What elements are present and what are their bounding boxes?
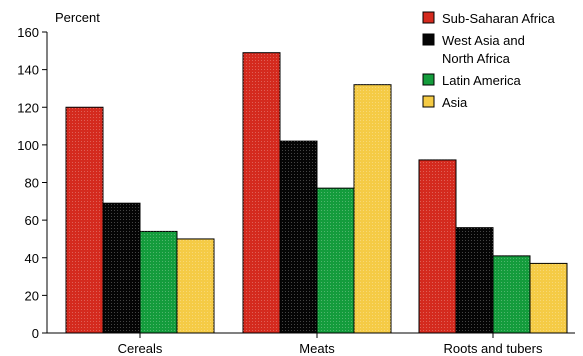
legend-label: West Asia and <box>442 33 525 48</box>
y-axis-label: Percent <box>55 10 100 25</box>
legend-label: Asia <box>442 95 468 110</box>
bar-texture <box>354 84 391 333</box>
y-tick-label: 0 <box>32 326 39 341</box>
bar-texture <box>419 159 456 333</box>
bar-texture <box>66 107 103 333</box>
y-tick-label: 140 <box>17 63 39 78</box>
axes: 0 20 40 60 80 100 120 140 160 <box>17 25 575 341</box>
y-tick-label: 120 <box>17 100 39 115</box>
y-tick-label: 160 <box>17 25 39 40</box>
y-tick-label: 80 <box>25 176 39 191</box>
bar-texture <box>140 231 177 333</box>
bar-texture <box>103 203 140 333</box>
bars <box>65 52 568 334</box>
y-tick-label: 100 <box>17 138 39 153</box>
y-tick-label: 20 <box>25 288 39 303</box>
legend-swatch <box>422 95 435 108</box>
y-tick-label: 40 <box>25 251 39 266</box>
legend-label: Sub-Saharan Africa <box>442 11 556 26</box>
legend: Sub-Saharan Africa West Asia and North Afr… <box>422 11 556 110</box>
legend-swatch <box>422 33 435 46</box>
y-tick-label: 60 <box>25 213 39 228</box>
legend-label: North Africa <box>442 51 511 66</box>
x-tick-label: Roots and tubers <box>443 341 543 356</box>
legend-label: Latin America <box>442 73 522 88</box>
bar-texture <box>243 52 280 333</box>
x-tick-label: Cereals <box>118 341 163 356</box>
bar-texture <box>493 255 530 333</box>
x-tick-label: Meats <box>299 341 335 356</box>
bar-texture <box>280 141 317 333</box>
x-axis-labels: Cereals Meats Roots and tubers <box>118 333 543 356</box>
bar-texture <box>317 188 354 333</box>
bar-texture <box>530 263 567 333</box>
bar-texture <box>177 238 214 333</box>
legend-swatch <box>422 73 435 86</box>
legend-swatch <box>422 11 435 24</box>
bar-texture <box>456 227 493 333</box>
